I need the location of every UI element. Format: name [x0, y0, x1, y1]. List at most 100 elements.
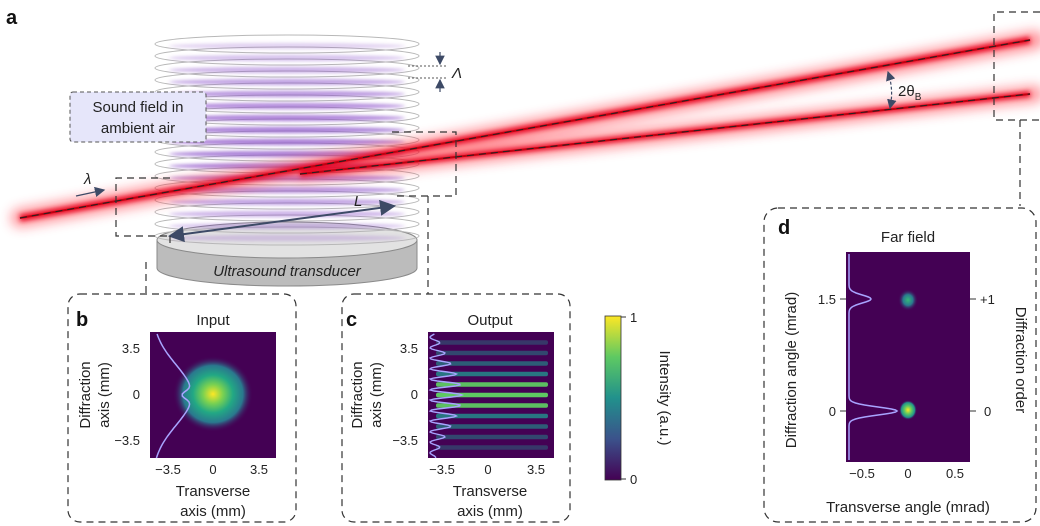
panel-b-title: Input [196, 312, 230, 329]
output-fringe [436, 434, 548, 440]
panel-c-ytick-2: −3.5 [392, 433, 418, 448]
panel-d-letter: d [778, 217, 790, 239]
interaction-length-marker: L [168, 193, 396, 243]
panel-c: c Output 3.5 0 −3.5 −3.5 0 3.5 Transvers… [341, 293, 571, 523]
far-field-profile [848, 254, 899, 460]
colorbar: 1 0 Intensity (a.u.) [604, 310, 673, 487]
output-fringe [436, 413, 548, 419]
sound-field-label-line1: Sound field in [93, 99, 184, 116]
output-fringe [436, 361, 548, 366]
sound-slice [169, 90, 405, 98]
sound-slice [169, 222, 405, 230]
panel-b-xtick-2: 3.5 [250, 462, 268, 477]
output-fringe [436, 424, 548, 429]
panel-b-xtick-1: 0 [209, 462, 216, 477]
sound-field-label: Sound field in ambient air [69, 91, 207, 143]
panel-d-frame [763, 207, 1037, 523]
output-fringe [436, 350, 548, 356]
sound-slice [169, 114, 405, 122]
panel-d-order-tick-0: +1 [980, 292, 995, 307]
panel-c-xtick-0: −3.5 [429, 462, 455, 477]
panel-b-xlabel-line1: Transverse [176, 483, 250, 500]
panel-c-ytick-0: 3.5 [400, 341, 418, 356]
output-profile [428, 333, 465, 459]
panel-d-xtick-2: 0.5 [946, 466, 964, 481]
panel-d-title: Far field [881, 229, 935, 246]
colorbar-tick-min: 0 [630, 472, 637, 487]
input-beam-spot [173, 356, 253, 432]
input-profile [155, 333, 191, 459]
panel-d: d Far field 1.5 0 +1 0 −0.5 0 0.5 Transv… [763, 207, 1037, 523]
panel-c-frame [341, 293, 571, 523]
panel-d-xticks: −0.5 0 0.5 [849, 466, 964, 481]
sound-ring [154, 34, 420, 54]
svg-text:axis (mm): axis (mm) [368, 362, 385, 428]
zeroth-order-spot [899, 400, 917, 420]
panel-d-right-label: Diffraction order [1012, 307, 1029, 413]
panel-c-letter: c [346, 309, 357, 331]
panel-b-ytick-2: −3.5 [114, 433, 140, 448]
sound-slice [169, 102, 405, 110]
sound-slice [169, 54, 405, 62]
panel-d-ylabel: Diffraction angle (mrad) [783, 292, 800, 448]
panel-c-xtick-2: 3.5 [527, 462, 545, 477]
colorbar-gradient [604, 315, 622, 481]
panel-b-frame [67, 293, 297, 523]
panel-b-xlabel-line2: axis (mm) [180, 503, 246, 520]
panel-b-ytick-1: 0 [133, 387, 140, 402]
svg-text:Diffraction: Diffraction [349, 361, 366, 428]
output-fringe [436, 382, 548, 387]
panel-d-ytick-0: 1.5 [818, 292, 836, 307]
input-beam-frame [115, 177, 171, 246]
acoustic-wavelength-marker: Λ [408, 52, 462, 92]
svg-text:Diffraction: Diffraction [77, 361, 94, 428]
panel-d-xtick-1: 0 [904, 466, 911, 481]
panel-d-right-ticks: +1 0 [980, 292, 995, 419]
panel-c-xlabel-line1: Transverse [453, 483, 527, 500]
panel-d-order-tick-1: 0 [984, 404, 991, 419]
sound-slice [169, 42, 405, 50]
colorbar-tick-max: 1 [630, 310, 637, 325]
far-field-map [846, 252, 970, 462]
bragg-angle-marker: 2θB [886, 70, 922, 110]
colorbar-label: Intensity (a.u.) [656, 350, 673, 445]
sound-slice [169, 66, 405, 74]
output-fringe [436, 403, 548, 408]
panel-d-xtick-0: −0.5 [849, 466, 875, 481]
panel-b-letter: b [76, 309, 88, 331]
panel-c-xticks: −3.5 0 3.5 [429, 462, 545, 477]
panel-c-xtick-1: 0 [484, 462, 491, 477]
output-fringe [436, 340, 548, 345]
panel-d-xlabel: Transverse angle (mrad) [826, 499, 990, 516]
panel-b-ylabel: Diffraction axis (mm) [77, 361, 113, 428]
output-fringe [436, 392, 548, 398]
sound-slice [169, 234, 405, 242]
output-fringe [436, 445, 548, 450]
first-order-spot [898, 289, 918, 311]
panel-b-xtick-0: −3.5 [155, 462, 181, 477]
panel-d-yticks: 1.5 0 [818, 292, 836, 419]
panel-d-ytick-1: 0 [829, 404, 836, 419]
panel-b-ytick-0: 3.5 [122, 341, 140, 356]
panel-a: a Ultrasound transducer Λ Sound field in… [6, 7, 1040, 294]
output-fringes [436, 340, 548, 450]
sound-slice [169, 138, 405, 146]
panel-c-ytick-1: 0 [411, 387, 418, 402]
panel-b-xticks: −3.5 0 3.5 [155, 462, 268, 477]
sound-slice [169, 210, 405, 218]
panel-c-ylabel: Diffraction axis (mm) [349, 361, 385, 428]
panel-a-letter: a [6, 7, 18, 29]
svg-text:axis (mm): axis (mm) [96, 362, 113, 428]
optical-wavelength-symbol: λ [83, 171, 91, 188]
bragg-angle-label: 2θB [898, 83, 922, 103]
output-fringe [436, 371, 548, 377]
sound-slice [169, 78, 405, 86]
far-field-frame [993, 11, 1040, 206]
panel-b-yticks: 3.5 0 −3.5 [114, 341, 140, 448]
optical-wavelength-marker: λ [75, 171, 106, 197]
acoustic-wavelength-symbol: Λ [451, 65, 462, 82]
output-beam-frame [392, 131, 457, 197]
laser-beams [11, 31, 1040, 227]
sound-slice [169, 126, 405, 134]
panel-c-title: Output [467, 312, 513, 329]
